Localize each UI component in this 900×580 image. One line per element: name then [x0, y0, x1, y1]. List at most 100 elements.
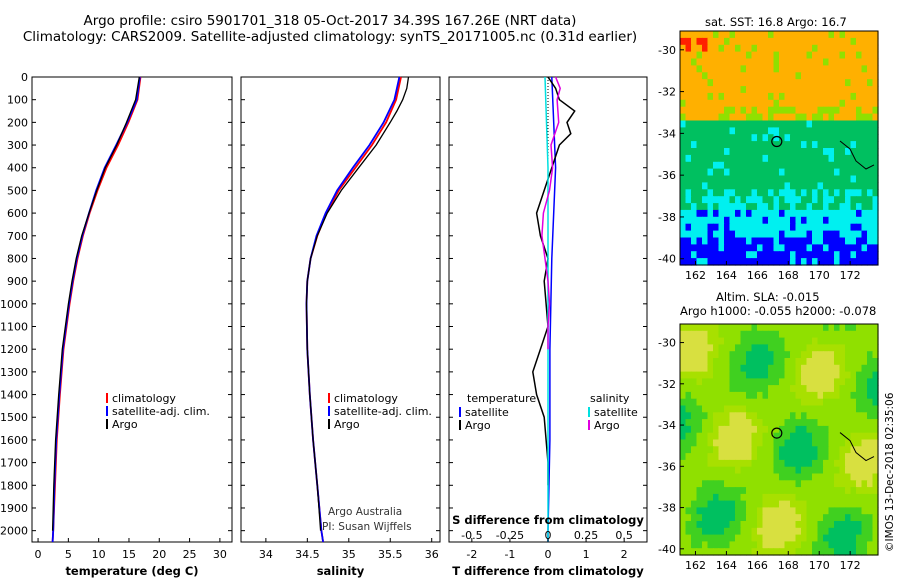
- sla-cell: [867, 548, 874, 556]
- sla-cell: [861, 405, 868, 413]
- sla-cell: [779, 351, 786, 359]
- sla-cell: [861, 521, 868, 529]
- sla-cell: [707, 487, 714, 495]
- sla-cell: [735, 371, 742, 379]
- sla-cell: [735, 541, 742, 549]
- sst-cell: [828, 209, 835, 218]
- sst-cell: [850, 161, 857, 170]
- sst-cell: [751, 106, 758, 115]
- sla-cell: [773, 398, 780, 407]
- sst-cell: [823, 189, 830, 197]
- sla-cell: [746, 419, 753, 427]
- sla-cell: [828, 507, 835, 515]
- sla-cell: [834, 459, 841, 468]
- sla-cell: [850, 459, 857, 468]
- sla-cell: [757, 439, 764, 447]
- sst-cell: [773, 44, 780, 53]
- sst-cell: [768, 120, 775, 128]
- sla-cell: [691, 337, 698, 345]
- sst-cell: [828, 161, 835, 170]
- sla-cell: [773, 493, 780, 502]
- sst-cell: [812, 244, 819, 252]
- sst-cell: [801, 99, 808, 108]
- sst-cell: [845, 92, 852, 101]
- sst-cell: [746, 161, 753, 170]
- sst-cell: [790, 44, 797, 53]
- sst-cell: [757, 203, 764, 211]
- sst-cell: [751, 244, 758, 252]
- sst-cell: [834, 223, 841, 232]
- sla-cell: [856, 358, 863, 366]
- sla-cell: [757, 466, 764, 475]
- sst-cell: [834, 148, 841, 156]
- sst-cell: [828, 72, 835, 80]
- sst-cell: [867, 161, 874, 170]
- sla-cell: [790, 425, 797, 434]
- sst-cell: [680, 189, 687, 197]
- sst-cell: [806, 113, 813, 122]
- sst-cell: [729, 127, 736, 135]
- sla-cell: [729, 514, 736, 522]
- sst-cell: [751, 196, 758, 204]
- sst-cell: [790, 134, 797, 142]
- sst-cell: [839, 168, 846, 177]
- sla-lon-label: 162: [685, 559, 706, 572]
- sla-cell: [718, 439, 725, 447]
- sst-cell: [691, 141, 698, 149]
- sst-cell: [751, 148, 758, 156]
- sst-cell: [839, 196, 846, 204]
- sst-cell: [861, 51, 868, 60]
- sla-cell: [861, 480, 868, 488]
- sla-cell: [718, 391, 725, 400]
- sst-cell: [861, 127, 868, 135]
- sla-cell: [867, 493, 874, 502]
- sst-cell: [812, 148, 819, 156]
- sst-cell: [713, 106, 720, 115]
- sla-cell: [872, 466, 879, 475]
- sla-cell: [724, 337, 731, 345]
- sla-cell: [757, 473, 764, 481]
- sla-cell: [768, 446, 775, 454]
- sla-cell: [768, 358, 775, 366]
- sla-cell: [867, 521, 874, 529]
- sla-cell: [784, 330, 791, 339]
- sla-cell: [795, 541, 802, 549]
- sla-cell: [691, 324, 698, 332]
- sla-cell: [707, 364, 714, 373]
- sla-cell: [872, 419, 879, 427]
- sst-cell: [718, 92, 725, 101]
- sla-cell: [779, 371, 786, 379]
- sst-cell: [740, 58, 747, 66]
- sst-cell: [762, 86, 769, 94]
- sla-cell: [845, 344, 852, 352]
- sst-cell: [850, 31, 857, 39]
- sst-cell: [740, 216, 747, 225]
- sst-cell: [784, 203, 791, 211]
- sst-cell: [795, 244, 802, 252]
- sst-cell: [817, 258, 824, 266]
- sla-cell: [823, 405, 830, 413]
- sst-cell: [757, 244, 764, 252]
- sst-cell: [696, 31, 703, 39]
- sla-cell: [779, 487, 786, 495]
- sla-cell: [861, 337, 868, 345]
- sla-cell: [823, 330, 830, 339]
- sst-cell: [828, 175, 835, 183]
- sst-cell: [812, 189, 819, 197]
- sla-cell: [784, 521, 791, 529]
- sst-cell: [768, 237, 775, 245]
- sst-cell: [768, 99, 775, 108]
- sst-cell: [779, 92, 786, 101]
- sla-cell: [768, 514, 775, 522]
- sla-cell: [839, 324, 846, 332]
- sst-cell: [691, 175, 698, 183]
- sst-cell: [817, 58, 824, 66]
- sla-cell: [691, 527, 698, 536]
- sla-cell: [685, 412, 692, 420]
- sla-cell: [784, 439, 791, 447]
- sst-cell: [779, 86, 786, 94]
- sst-cell: [834, 237, 841, 245]
- sst-cell: [817, 65, 824, 73]
- sla-cell: [861, 358, 868, 366]
- sst-cell: [828, 223, 835, 232]
